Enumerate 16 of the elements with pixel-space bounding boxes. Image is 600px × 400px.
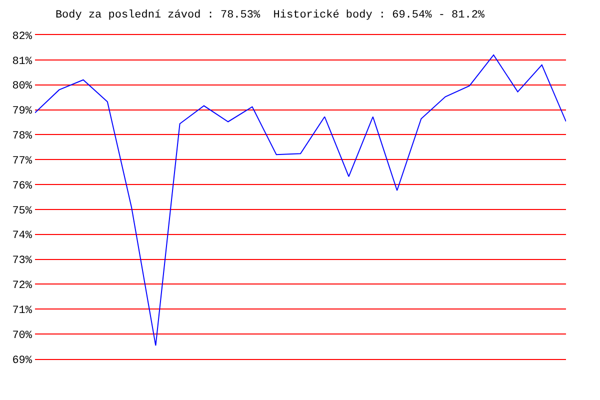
line-series bbox=[35, 54, 566, 346]
y-tick-label: 79% bbox=[12, 106, 32, 118]
y-tick-label: 82% bbox=[12, 30, 32, 43]
y-tick-label: 72% bbox=[12, 280, 32, 292]
y-tick-label: 76% bbox=[12, 180, 32, 192]
y-tick-label: 74% bbox=[12, 230, 32, 242]
y-tick-label: 70% bbox=[12, 330, 32, 342]
chart-title: Body za poslední závod : 78.53% Historické body : 69.54% - 81.2% bbox=[55, 10, 485, 22]
y-tick-label: 75% bbox=[12, 205, 32, 218]
y-tick-label: 81% bbox=[12, 56, 32, 68]
y-tick-label: 69% bbox=[12, 354, 32, 367]
y-tick-label: 80% bbox=[12, 80, 32, 93]
y-tick-label: 71% bbox=[12, 305, 32, 317]
y-tick-label: 77% bbox=[12, 155, 32, 168]
y-tick-label: 78% bbox=[12, 130, 32, 143]
y-tick-label: 73% bbox=[12, 255, 32, 268]
